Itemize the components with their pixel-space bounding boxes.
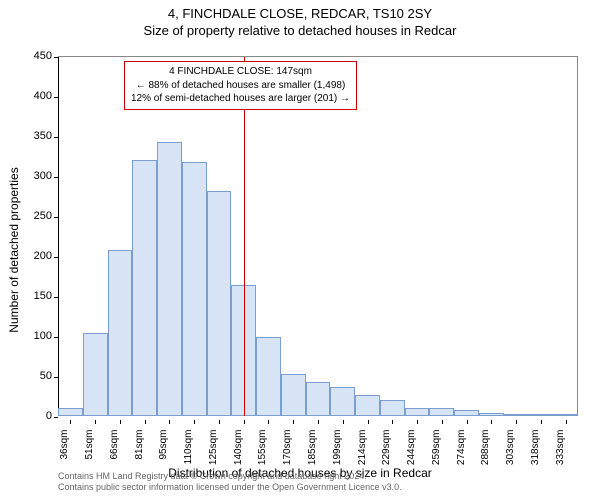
xtick-mark	[120, 420, 121, 424]
xtick-label: 333sqm	[555, 430, 566, 466]
ytick-mark	[54, 137, 58, 138]
xtick-label: 155sqm	[257, 430, 268, 466]
annotation-line1: 4 FINCHDALE CLOSE: 147sqm	[131, 65, 350, 79]
histogram-bar	[355, 395, 380, 416]
xtick-label: 81sqm	[134, 430, 145, 460]
xtick-label: 185sqm	[307, 430, 318, 466]
annotation-box: 4 FINCHDALE CLOSE: 147sqm← 88% of detach…	[124, 61, 357, 110]
title-block: 4, FINCHDALE CLOSE, REDCAR, TS10 2SY Siz…	[0, 0, 600, 38]
xtick-mark	[417, 420, 418, 424]
xtick-label: 244sqm	[406, 430, 417, 466]
histogram-bar	[429, 408, 454, 416]
ytick-mark	[54, 377, 58, 378]
histogram-bar	[83, 333, 108, 416]
xtick-label: 318sqm	[530, 430, 541, 466]
histogram-bar	[553, 414, 578, 416]
xtick-mark	[541, 420, 542, 424]
histogram-bar	[108, 250, 133, 416]
xtick-mark	[467, 420, 468, 424]
histogram-bar	[182, 162, 207, 416]
xtick-label: 170sqm	[282, 430, 293, 466]
xtick-mark	[442, 420, 443, 424]
xtick-mark	[516, 420, 517, 424]
xtick-label: 66sqm	[109, 430, 120, 460]
histogram-bar	[454, 410, 479, 416]
xtick-mark	[169, 420, 170, 424]
histogram-bar	[132, 160, 157, 416]
histogram-bar	[405, 408, 430, 416]
histogram-bar	[479, 413, 504, 416]
histogram-bar	[306, 382, 331, 416]
histogram-bar	[58, 408, 83, 416]
ytick-mark	[54, 177, 58, 178]
y-axis-line	[58, 57, 59, 416]
xtick-label: 36sqm	[59, 430, 70, 460]
histogram-bar	[330, 387, 355, 416]
xtick-label: 229sqm	[381, 430, 392, 466]
xtick-mark	[244, 420, 245, 424]
histogram-bar	[157, 142, 182, 416]
ytick-label: 450	[34, 50, 52, 62]
xtick-mark	[70, 420, 71, 424]
xtick-label: 214sqm	[357, 430, 368, 466]
histogram-bar	[504, 414, 529, 416]
xtick-mark	[343, 420, 344, 424]
xtick-mark	[95, 420, 96, 424]
footer-line2: Contains public sector information licen…	[58, 482, 402, 494]
xtick-mark	[566, 420, 567, 424]
title-line1: 4, FINCHDALE CLOSE, REDCAR, TS10 2SY	[0, 6, 600, 21]
chart-area: 05010015020025030035040045036sqm51sqm66s…	[58, 56, 578, 416]
ytick-label: 50	[40, 370, 52, 382]
ytick-mark	[54, 97, 58, 98]
annotation-line2: ← 88% of detached houses are smaller (1,…	[131, 79, 350, 93]
xtick-mark	[318, 420, 319, 424]
histogram-bar	[256, 337, 281, 416]
xtick-mark	[268, 420, 269, 424]
xtick-label: 288sqm	[480, 430, 491, 466]
ytick-mark	[54, 57, 58, 58]
ytick-mark	[54, 217, 58, 218]
xtick-mark	[368, 420, 369, 424]
xtick-label: 125sqm	[208, 430, 219, 466]
xtick-mark	[194, 420, 195, 424]
xtick-label: 110sqm	[183, 430, 194, 465]
footer-line1: Contains HM Land Registry data © Crown c…	[58, 471, 402, 483]
histogram-bar	[528, 414, 553, 416]
xtick-mark	[491, 420, 492, 424]
xtick-label: 303sqm	[505, 430, 516, 466]
xtick-label: 259sqm	[431, 430, 442, 466]
xtick-mark	[293, 420, 294, 424]
ytick-label: 0	[46, 410, 52, 422]
histogram-bar	[207, 191, 232, 416]
xtick-label: 95sqm	[158, 430, 169, 460]
xtick-label: 274sqm	[456, 430, 467, 466]
reference-line	[244, 57, 245, 416]
histogram-bar	[281, 374, 306, 416]
ytick-mark	[54, 297, 58, 298]
plot-region: 05010015020025030035040045036sqm51sqm66s…	[58, 56, 578, 416]
histogram-bar	[380, 400, 405, 416]
xtick-mark	[219, 420, 220, 424]
footer: Contains HM Land Registry data © Crown c…	[58, 471, 402, 494]
xtick-mark	[392, 420, 393, 424]
ytick-label: 300	[34, 170, 52, 182]
ytick-mark	[54, 417, 58, 418]
ytick-label: 350	[34, 130, 52, 142]
y-axis-label: Number of detached properties	[7, 167, 21, 332]
xtick-label: 51sqm	[84, 430, 95, 460]
ytick-mark	[54, 257, 58, 258]
xtick-mark	[145, 420, 146, 424]
ytick-label: 150	[34, 290, 52, 302]
ytick-label: 250	[34, 210, 52, 222]
xtick-label: 199sqm	[332, 430, 343, 466]
annotation-line3: 12% of semi-detached houses are larger (…	[131, 92, 350, 106]
title-line2: Size of property relative to detached ho…	[0, 23, 600, 38]
ytick-label: 100	[34, 330, 52, 342]
ytick-mark	[54, 337, 58, 338]
ytick-label: 400	[34, 90, 52, 102]
ytick-label: 200	[34, 250, 52, 262]
xtick-label: 140sqm	[233, 430, 244, 466]
